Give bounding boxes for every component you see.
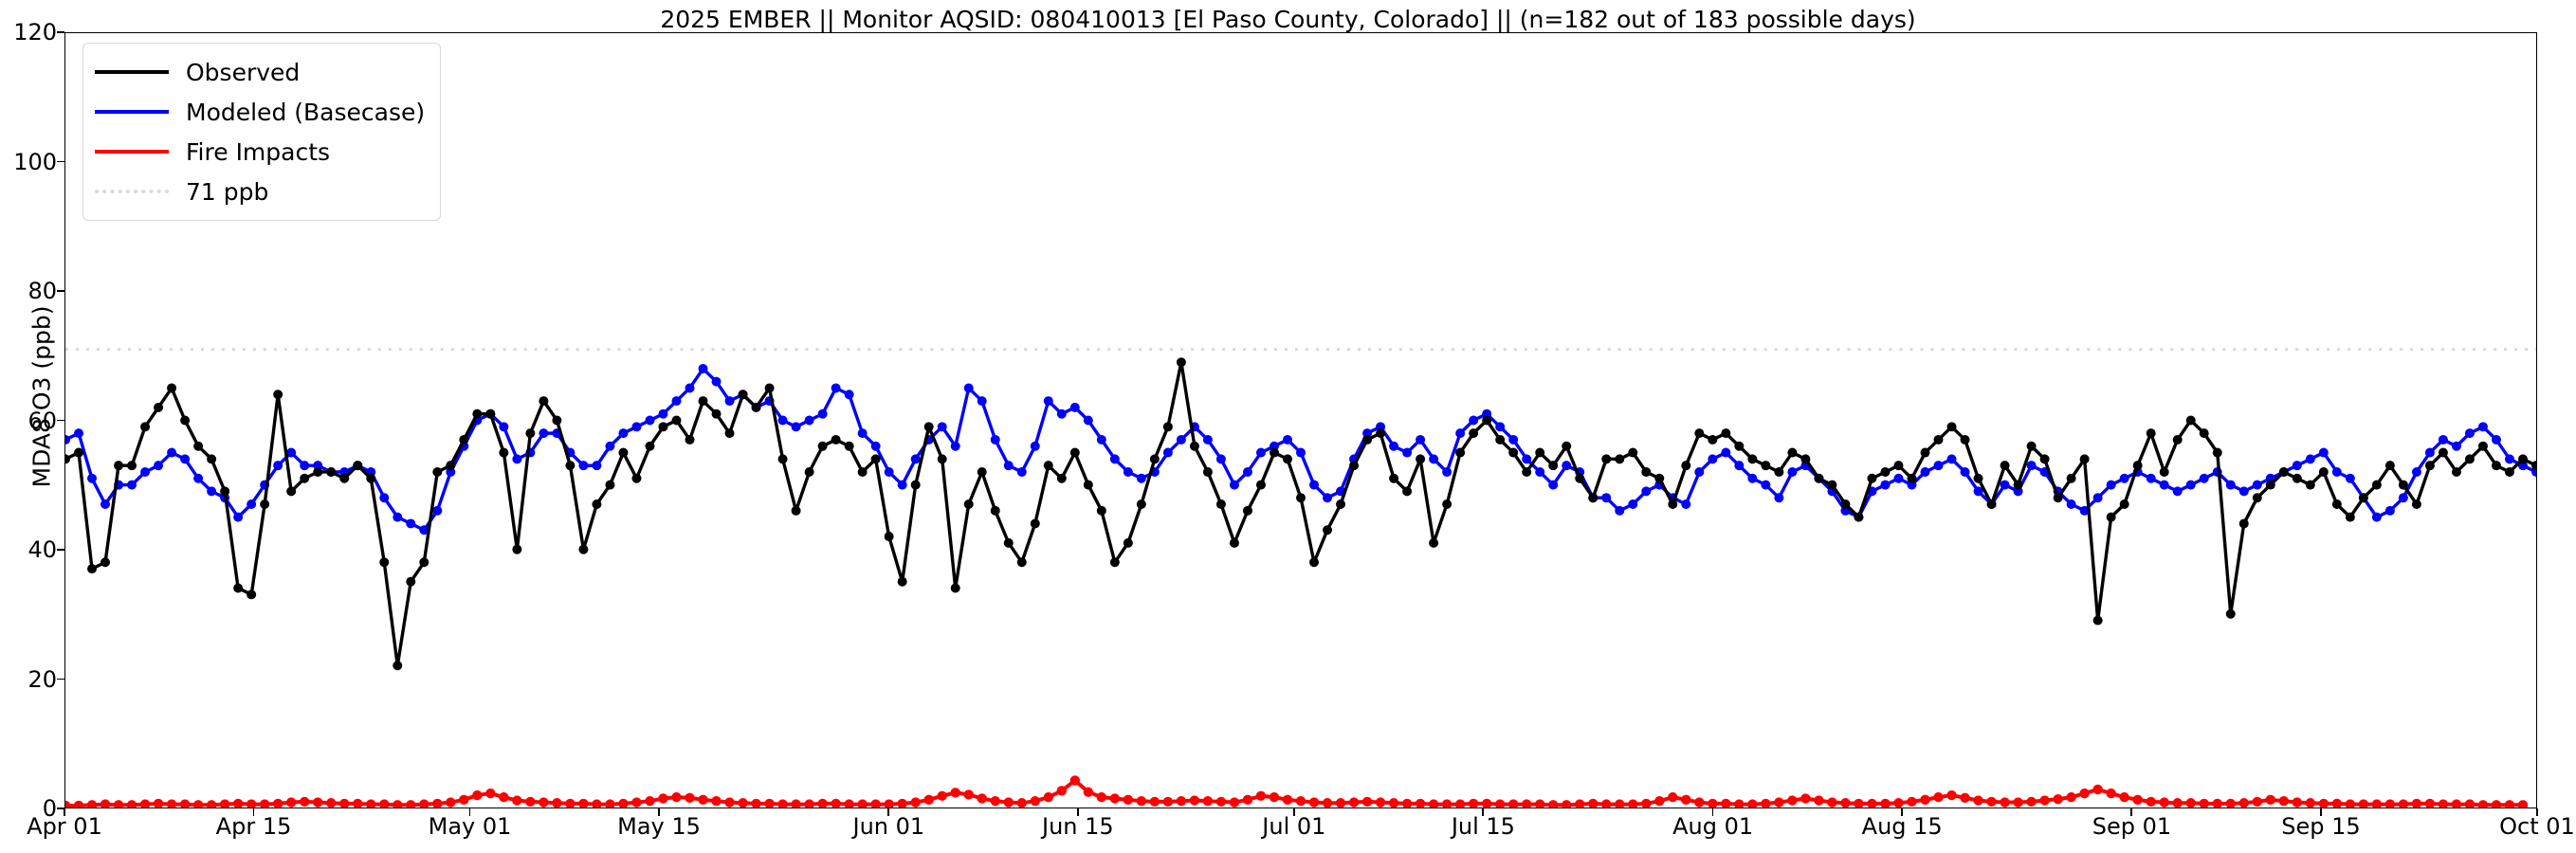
y-tick-label: 100 [13, 148, 57, 175]
legend-item-fire-impacts[interactable]: Fire Impacts [95, 132, 425, 172]
x-tick-mark [252, 808, 255, 816]
x-tick-label: Jun 01 [852, 813, 925, 840]
y-tick-mark [57, 419, 64, 422]
x-tick-label: May 15 [617, 813, 701, 840]
x-tick-mark [2319, 808, 2322, 816]
x-tick-mark [1901, 808, 1903, 816]
legend-swatch-threshold [95, 190, 169, 193]
legend-label-threshold: 71 ppb [186, 177, 269, 206]
x-tick-label: Aug 15 [1861, 813, 1943, 840]
chart-title: 2025 EMBER || Monitor AQSID: 080410013 [… [660, 6, 1916, 33]
legend-item-threshold[interactable]: 71 ppb [95, 172, 425, 211]
y-tick-mark [57, 160, 64, 163]
chart-legend: Observed Modeled (Basecase) Fire Impacts… [82, 43, 442, 221]
series-markers-modeled-basecase [65, 364, 2536, 535]
legend-item-modeled[interactable]: Modeled (Basecase) [95, 92, 425, 132]
y-tick-label: 20 [27, 665, 57, 693]
plot-area: Observed Modeled (Basecase) Fire Impacts… [64, 32, 2537, 808]
x-tick-mark [2130, 808, 2133, 816]
x-tick-mark [887, 808, 890, 816]
x-tick-mark [1711, 808, 1714, 816]
x-tick-label: Jul 01 [1262, 813, 1326, 840]
legend-label-observed: Observed [186, 58, 301, 86]
series-markers-fire-impacts [65, 775, 2529, 808]
y-tick-label: 40 [27, 536, 57, 563]
x-tick-label: Sep 15 [2281, 813, 2361, 840]
y-tick-mark [57, 808, 64, 809]
x-tick-mark [64, 808, 65, 816]
x-tick-mark [1292, 808, 1295, 816]
y-tick-mark [57, 678, 64, 681]
legend-swatch-fire-impacts [95, 150, 169, 154]
y-tick-label: 60 [27, 407, 57, 434]
y-tick-mark [57, 290, 64, 292]
series-canvas [65, 348, 2536, 808]
x-tick-mark [2536, 808, 2538, 816]
series-markers-observed [65, 357, 2536, 671]
legend-swatch-modeled [95, 110, 169, 114]
x-tick-mark [1482, 808, 1485, 816]
x-tick-mark [658, 808, 660, 816]
y-tick-label: 80 [27, 278, 57, 304]
x-tick-mark [1076, 808, 1079, 816]
x-tick-mark [468, 808, 471, 816]
x-tick-label: Jun 15 [1042, 813, 1114, 840]
legend-label-modeled: Modeled (Basecase) [186, 98, 426, 126]
legend-swatch-observed [95, 70, 169, 74]
x-tick-label: Oct 01 [2499, 813, 2575, 840]
y-tick-mark [57, 549, 64, 551]
legend-item-observed[interactable]: Observed [95, 52, 425, 92]
y-tick-mark [57, 31, 64, 33]
y-axis-label: MDA8 O3 (ppb) [27, 305, 56, 488]
x-tick-label: Sep 01 [2092, 813, 2172, 840]
x-tick-label: Jul 15 [1451, 813, 1515, 840]
x-tick-label: May 01 [428, 813, 512, 840]
x-tick-label: Apr 15 [215, 813, 292, 840]
x-tick-label: Apr 01 [27, 813, 102, 840]
x-tick-label: Aug 01 [1672, 813, 1754, 840]
legend-label-fire-impacts: Fire Impacts [186, 137, 331, 166]
y-tick-label: 0 [42, 795, 57, 822]
y-tick-label: 120 [13, 19, 57, 45]
